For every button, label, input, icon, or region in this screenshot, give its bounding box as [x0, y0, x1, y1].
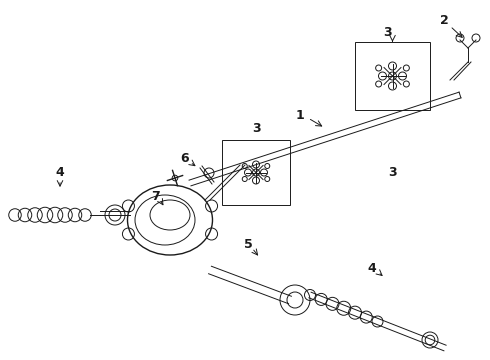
Bar [355, 42, 430, 110]
Text: 2: 2 [440, 14, 448, 27]
Text: 1: 1 [295, 108, 304, 122]
Bar [222, 140, 290, 205]
Circle shape [172, 175, 178, 181]
Text: 7: 7 [150, 189, 159, 202]
Text: 3: 3 [252, 122, 260, 135]
Text: 3: 3 [388, 166, 397, 179]
Text: 4: 4 [56, 166, 64, 179]
Text: 3: 3 [383, 26, 392, 39]
Text: 4: 4 [368, 261, 376, 275]
Text: 5: 5 [244, 238, 252, 251]
Text: 6: 6 [181, 152, 189, 165]
